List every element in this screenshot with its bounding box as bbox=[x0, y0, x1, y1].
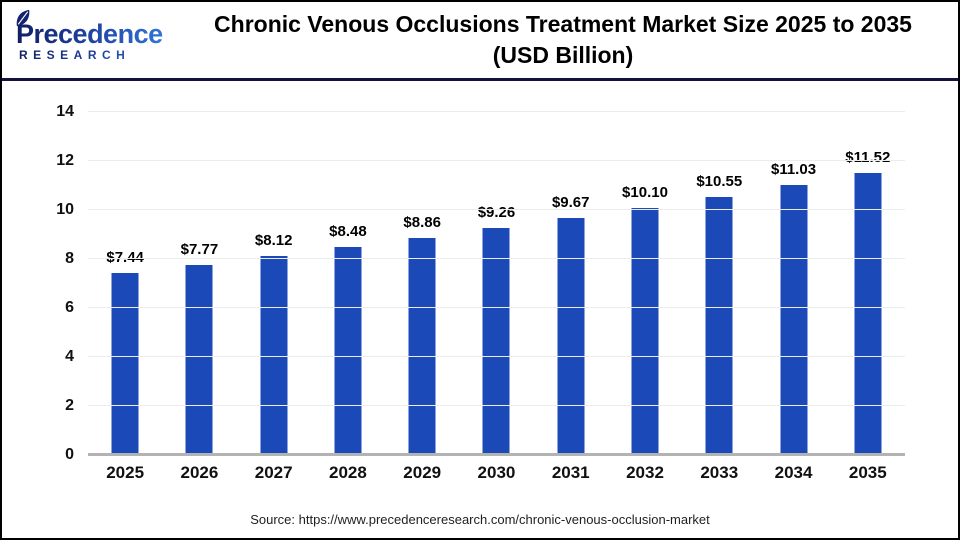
y-axis-tick: 2 bbox=[65, 397, 74, 415]
source-note: Source: https://www.precedenceresearch.c… bbox=[250, 512, 710, 527]
x-axis-label-2029: 2029 bbox=[403, 463, 442, 482]
bar-slot: $10.55 bbox=[682, 112, 756, 455]
x-axis-label-2035: 2035 bbox=[848, 463, 887, 482]
x-axis-baseline bbox=[88, 453, 905, 456]
bars-row: $7.44 $7.77 $8.12 $8.48 $8.86 $9.26 $9.67 $10.1… bbox=[88, 112, 905, 455]
header: Precedence RESEARCH Chronic Venous Occlu… bbox=[2, 2, 958, 78]
bar-2034 bbox=[780, 184, 808, 455]
bar-slot: $8.86 bbox=[385, 112, 459, 455]
x-axis-label-2028: 2028 bbox=[329, 463, 367, 482]
bar-value-label: $9.26 bbox=[477, 204, 516, 222]
bar-2025 bbox=[111, 272, 139, 455]
bar-slot: $7.44 bbox=[88, 112, 162, 455]
bar-value-label: $9.67 bbox=[551, 194, 590, 212]
chart-section: $7.44 $7.77 $8.12 $8.48 $8.86 $9.26 $9.67 $10.1… bbox=[2, 81, 958, 536]
precedence-research-logo: Precedence RESEARCH bbox=[12, 9, 184, 62]
x-axis-label-2031: 2031 bbox=[551, 463, 590, 482]
gridline bbox=[88, 356, 905, 357]
bar-slot: $8.12 bbox=[237, 112, 311, 455]
bar-value-label: $11.03 bbox=[770, 160, 817, 178]
bar-value-label: $7.44 bbox=[106, 248, 144, 266]
plot-area: $7.44 $7.77 $8.12 $8.48 $8.86 $9.26 $9.67 $10.1… bbox=[56, 103, 905, 463]
chart-title-line1: Chronic Venous Occlusions Treatment Mark… bbox=[214, 11, 912, 37]
gridline bbox=[88, 307, 905, 308]
bar-2033 bbox=[705, 196, 733, 455]
gridline bbox=[88, 258, 905, 259]
y-axis-tick: 4 bbox=[65, 348, 74, 366]
bar-value-label: $8.12 bbox=[254, 232, 293, 250]
y-axis-tick: 12 bbox=[56, 152, 74, 169]
y-axis-tick: 14 bbox=[56, 103, 74, 120]
x-axis-label-2027: 2027 bbox=[254, 463, 293, 482]
gridline bbox=[88, 111, 905, 112]
bar-slot: $10.10 bbox=[608, 112, 682, 455]
bar-value-label: $8.86 bbox=[403, 213, 441, 231]
chart-title: Chronic Venous Occlusions Treatment Mark… bbox=[184, 9, 948, 71]
gridline bbox=[88, 209, 905, 210]
bar-2035 bbox=[854, 172, 882, 455]
y-axis-tick: 10 bbox=[56, 201, 74, 218]
bar-slot: $11.52 bbox=[831, 112, 905, 455]
bar-2028 bbox=[334, 247, 362, 455]
leaf-icon bbox=[16, 9, 30, 26]
bar-slot: $7.77 bbox=[162, 112, 236, 455]
x-axis-label-2025: 2025 bbox=[106, 463, 145, 482]
bar-value-label: $8.48 bbox=[329, 223, 367, 241]
logo-brand-text: Precedence bbox=[16, 9, 163, 50]
logo-sub-text: RESEARCH bbox=[16, 48, 184, 62]
x-axis-label-2034: 2034 bbox=[774, 463, 813, 482]
header-divider bbox=[2, 78, 958, 81]
bar-2030 bbox=[482, 228, 510, 455]
x-axis-label-2032: 2032 bbox=[626, 463, 664, 482]
logo-brand-label: Precedence bbox=[16, 18, 163, 49]
x-axis-labels: 2025 2026 2027 2028 2029 2030 2031 2032 2033 2034… bbox=[88, 463, 905, 483]
x-axis-label-2033: 2033 bbox=[700, 463, 739, 482]
y-axis-tick: 8 bbox=[65, 250, 74, 268]
bar-slot: $8.48 bbox=[311, 112, 385, 455]
bar-2027 bbox=[260, 256, 288, 455]
bar-value-label: $11.52 bbox=[845, 148, 891, 166]
bar-slot: $9.67 bbox=[534, 112, 608, 455]
y-axis-tick: 6 bbox=[65, 299, 74, 316]
bar-slot: $9.26 bbox=[459, 112, 533, 455]
bar-value-label: $10.10 bbox=[622, 183, 668, 201]
bar-value-label: $7.77 bbox=[180, 240, 219, 258]
gridline bbox=[88, 405, 905, 406]
bar-value-label: $10.55 bbox=[696, 172, 743, 190]
x-axis-label-2030: 2030 bbox=[477, 463, 516, 482]
y-axis-tick: 0 bbox=[65, 446, 74, 463]
chart-title-line2: (USD Billion) bbox=[492, 42, 634, 68]
x-axis-label-2026: 2026 bbox=[180, 463, 219, 482]
bar-2026 bbox=[185, 264, 213, 455]
bar-2032 bbox=[631, 207, 659, 455]
bar-slot: $11.03 bbox=[756, 112, 830, 455]
bar-2029 bbox=[408, 237, 436, 455]
gridline bbox=[88, 160, 905, 161]
bar-2031 bbox=[557, 218, 585, 455]
